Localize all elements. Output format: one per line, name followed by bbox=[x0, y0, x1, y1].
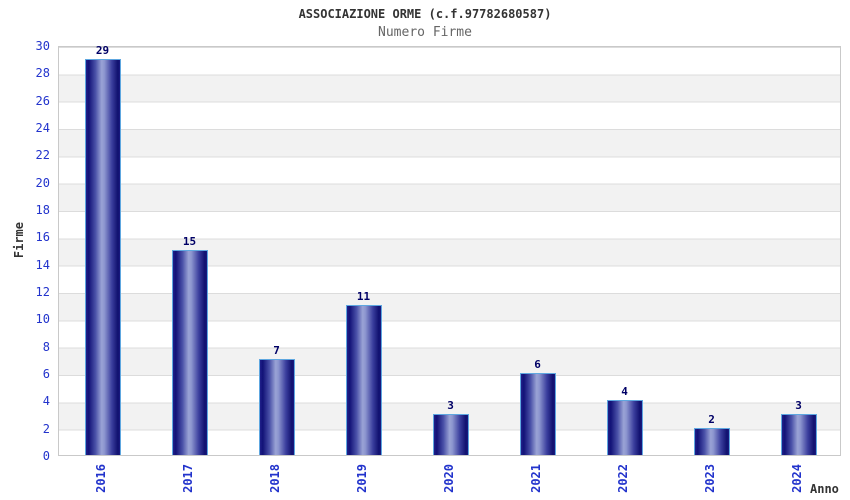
x-tick-label: 2017 bbox=[180, 464, 195, 493]
bar-2022 bbox=[606, 400, 643, 455]
y-tick-label: 12 bbox=[35, 285, 50, 299]
bar-2018 bbox=[258, 359, 295, 455]
y-tick-label: 8 bbox=[42, 339, 50, 354]
x-tick-label: 2019 bbox=[354, 464, 369, 493]
bar-value-label: 6 bbox=[534, 358, 541, 371]
x-tick-label: 2022 bbox=[615, 464, 630, 493]
y-tick-label: 14 bbox=[35, 257, 50, 272]
chart-subtitle: Numero Firme bbox=[378, 25, 472, 40]
y-tick-label: 6 bbox=[42, 367, 50, 381]
bar-2024 bbox=[780, 414, 817, 455]
y-tick-label: 0 bbox=[42, 449, 50, 463]
y-tick-label: 24 bbox=[35, 121, 50, 135]
x-tick-label: 2016 bbox=[93, 464, 108, 493]
y-tick-label: 16 bbox=[35, 230, 50, 245]
y-tick-label: 18 bbox=[35, 203, 50, 217]
bar-2021 bbox=[519, 373, 556, 455]
y-tick-label: 28 bbox=[35, 66, 50, 81]
bar-value-label: 11 bbox=[356, 289, 371, 303]
y-tick-label: 22 bbox=[35, 148, 50, 163]
bar-value-label: 7 bbox=[273, 344, 280, 358]
x-tick-label: 2021 bbox=[528, 464, 543, 493]
bar-value-label: 2 bbox=[708, 412, 715, 426]
bar-value-label: 15 bbox=[182, 235, 197, 248]
y-tick-label: 26 bbox=[35, 93, 50, 108]
x-tick-label: 2024 bbox=[789, 464, 804, 493]
x-tick-label: 2020 bbox=[441, 464, 456, 493]
bar-2023 bbox=[693, 427, 730, 455]
x-axis-title: Anno bbox=[810, 482, 839, 496]
bar-2017 bbox=[171, 250, 208, 455]
x-tick-label: 2023 bbox=[702, 464, 717, 493]
y-tick-label: 30 bbox=[35, 39, 50, 53]
bar-value-label: 29 bbox=[95, 43, 110, 57]
bar-value-label: 3 bbox=[447, 399, 454, 412]
y-tick-label: 2 bbox=[42, 421, 50, 436]
bar-2020 bbox=[432, 414, 469, 455]
chart-title: ASSOCIAZIONE ORME (c.f.97782680587) bbox=[298, 7, 552, 21]
bar-value-label: 3 bbox=[795, 399, 802, 412]
bar-2016 bbox=[84, 58, 121, 455]
bar-value-label: 4 bbox=[621, 385, 628, 399]
y-tick-label: 20 bbox=[35, 175, 50, 190]
x-tick-label: 2018 bbox=[267, 464, 282, 493]
plot-area: 29 15 7 11 3 6 4 2 3 bbox=[58, 43, 841, 456]
y-tick-label: 4 bbox=[42, 394, 50, 409]
y-tick-label: 10 bbox=[35, 312, 50, 327]
bar-2019 bbox=[345, 304, 382, 455]
